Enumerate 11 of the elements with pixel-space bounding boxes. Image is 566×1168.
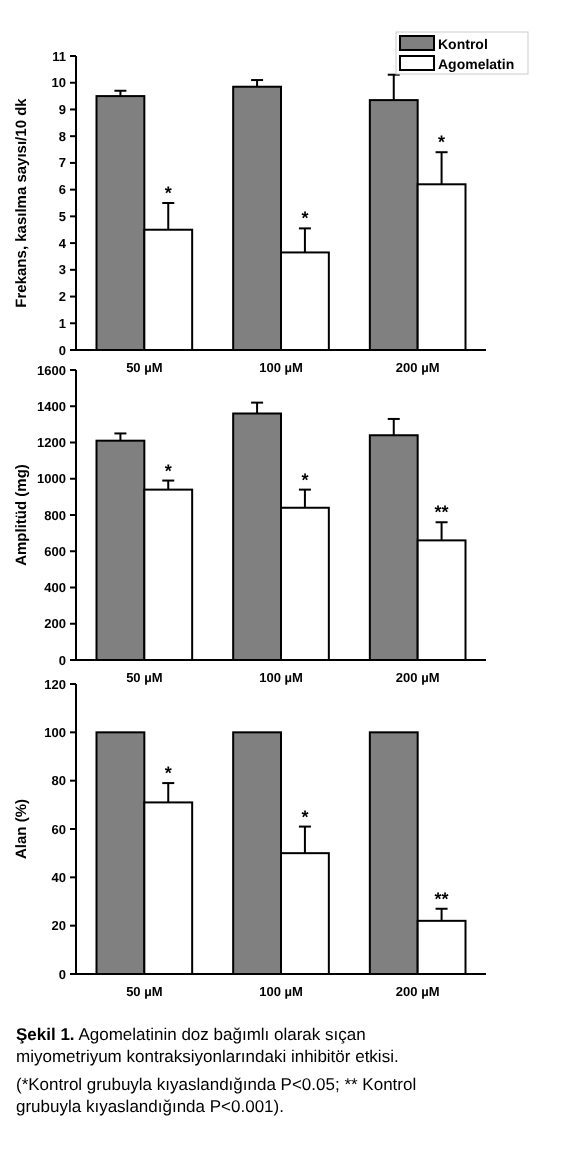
annotation: *	[438, 132, 447, 153]
annotation: *	[301, 208, 310, 229]
annotation: *	[301, 469, 310, 490]
annotation: **	[434, 888, 450, 909]
annotation: *	[164, 183, 173, 203]
annotation: *	[164, 460, 173, 481]
annotation: **	[434, 502, 450, 523]
text: (*Kontrol grubuyla kıyaslandığında P<0.05; ** Kontrol grubuyla kıyaslandığında P<0.001).	[16, 1074, 417, 1116]
text: Şekil 1. Agomelatinin doz bağımlı olarak sıçan miyometriyum kontraksiyonlarındaki inhibitör etkisi.	[16, 1024, 399, 1066]
annotation: *	[164, 763, 173, 784]
annotation: *	[301, 806, 310, 827]
